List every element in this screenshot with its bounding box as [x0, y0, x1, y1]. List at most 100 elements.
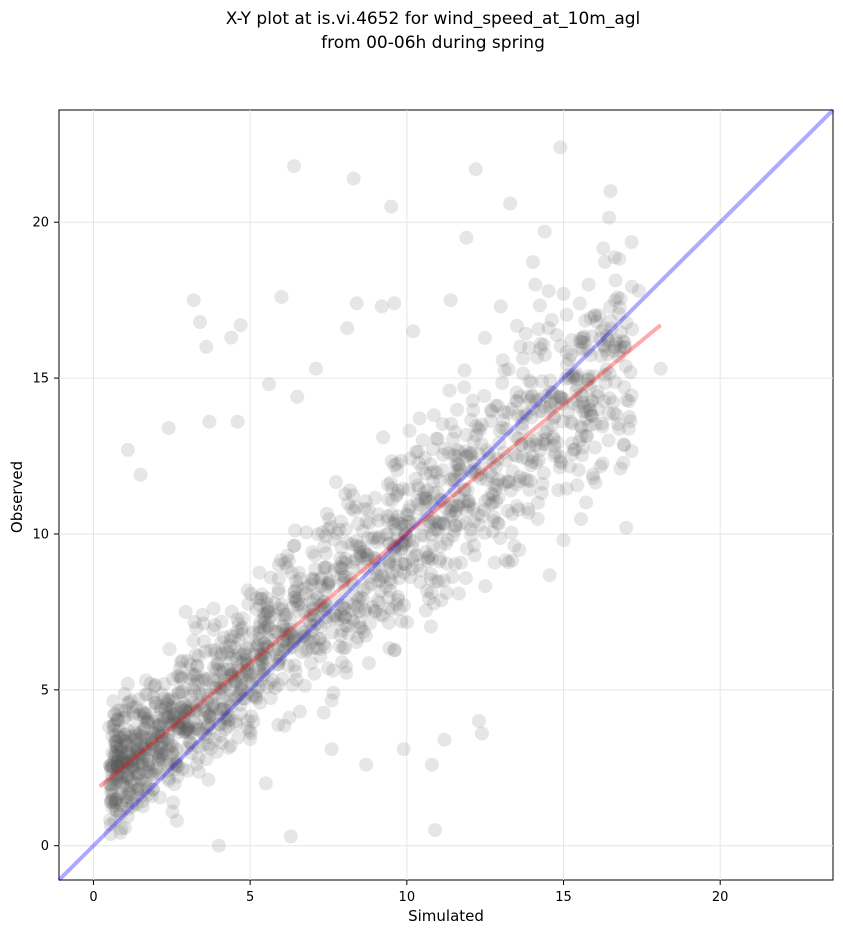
- scatter-point: [515, 421, 530, 436]
- scatter-point: [130, 751, 145, 766]
- scatter-point: [224, 604, 239, 619]
- scatter-point: [129, 745, 144, 760]
- scatter-point: [139, 714, 154, 729]
- scatter-point: [384, 603, 399, 617]
- scatter-point: [498, 553, 513, 568]
- scatter-point: [566, 442, 581, 457]
- scatter-point: [471, 447, 486, 462]
- scatter-point: [437, 494, 452, 509]
- scatter-point: [153, 740, 168, 755]
- scatter-point: [217, 678, 232, 692]
- scatter-point: [134, 740, 149, 755]
- scatter-point: [393, 536, 408, 551]
- scatter-point: [141, 754, 156, 768]
- scatter-point: [282, 710, 297, 725]
- scatter-point: [556, 392, 571, 406]
- scatter-point: [271, 677, 286, 692]
- scatter-point: [613, 461, 628, 476]
- scatter-point: [472, 423, 487, 438]
- scatter-point: [447, 523, 462, 538]
- scatter-point: [421, 554, 436, 568]
- scatter-point: [281, 553, 296, 568]
- scatter-point: [624, 444, 639, 458]
- scatter-point: [107, 777, 122, 791]
- scatter-point: [453, 461, 468, 476]
- scatter-point: [601, 334, 616, 348]
- scatter-point: [149, 711, 164, 725]
- scatter-point: [549, 328, 564, 343]
- scatter-point: [120, 756, 135, 771]
- scatter-point: [598, 254, 612, 269]
- scatter-point: [206, 699, 221, 714]
- scatter-point: [244, 709, 259, 724]
- scatter-point: [275, 623, 290, 638]
- scatter-point: [349, 635, 364, 650]
- scatter-point: [390, 463, 405, 478]
- scatter-point: [459, 450, 474, 465]
- scatter-point: [448, 505, 463, 520]
- scatter-point: [562, 352, 577, 367]
- scatter-point: [131, 782, 146, 797]
- scatter-point: [164, 717, 178, 732]
- scatter-point: [276, 634, 291, 649]
- scatter-point: [303, 618, 318, 633]
- scatter-point: [141, 757, 156, 772]
- scatter-point: [201, 737, 216, 752]
- scatter-point: [152, 718, 167, 733]
- scatter-point: [603, 314, 618, 329]
- y-tick-label: 5: [41, 683, 49, 698]
- scatter-point: [216, 701, 231, 716]
- scatter-point: [279, 637, 294, 652]
- scatter-point: [319, 560, 334, 575]
- scatter-point: [245, 625, 260, 640]
- scatter-point: [308, 562, 323, 577]
- scatter-point: [183, 703, 198, 717]
- scatter-point: [365, 531, 380, 546]
- scatter-point: [525, 449, 540, 464]
- scatter-point: [207, 643, 222, 658]
- scatter-point: [105, 800, 120, 815]
- scatter-point: [616, 455, 631, 470]
- scatter-point: [435, 417, 450, 432]
- scatter-point: [359, 757, 374, 772]
- scatter-point: [114, 744, 129, 759]
- scatter-point: [146, 690, 161, 705]
- scatter-point: [232, 632, 247, 647]
- scatter-point: [256, 662, 271, 677]
- scatter-point: [109, 772, 124, 786]
- scatter-point: [533, 341, 548, 356]
- scatter-point: [547, 448, 562, 463]
- scatter-point: [145, 782, 160, 797]
- scatter-point: [521, 502, 536, 517]
- scatter-point: [613, 291, 628, 306]
- scatter-point: [222, 682, 237, 697]
- scatter-point: [165, 744, 180, 759]
- scatter-point: [263, 609, 278, 624]
- scatter-point: [149, 731, 164, 746]
- scatter-point: [381, 615, 396, 630]
- scatter-point: [319, 598, 334, 613]
- scatter-point: [252, 619, 267, 634]
- scatter-point: [160, 742, 175, 757]
- scatter-point: [383, 583, 398, 598]
- scatter-point: [326, 663, 341, 678]
- scatter-point: [338, 552, 353, 566]
- scatter-point: [119, 790, 134, 805]
- scatter-point: [180, 763, 195, 778]
- scatter-point: [247, 647, 262, 662]
- scatter-point: [333, 551, 348, 566]
- scatter-point: [120, 676, 135, 691]
- scatter-point: [121, 738, 136, 753]
- scatter-point: [583, 402, 598, 417]
- scatter-point: [170, 669, 185, 683]
- scatter-point: [179, 741, 194, 756]
- scatter-point: [117, 687, 132, 701]
- scatter-point: [327, 608, 342, 623]
- scatter-point: [469, 419, 484, 434]
- scatter-point: [154, 687, 169, 701]
- scatter-point: [141, 716, 156, 730]
- scatter-point: [621, 421, 636, 436]
- scatter-point: [387, 296, 402, 311]
- scatter-point: [137, 730, 152, 745]
- scatter-point: [138, 687, 153, 702]
